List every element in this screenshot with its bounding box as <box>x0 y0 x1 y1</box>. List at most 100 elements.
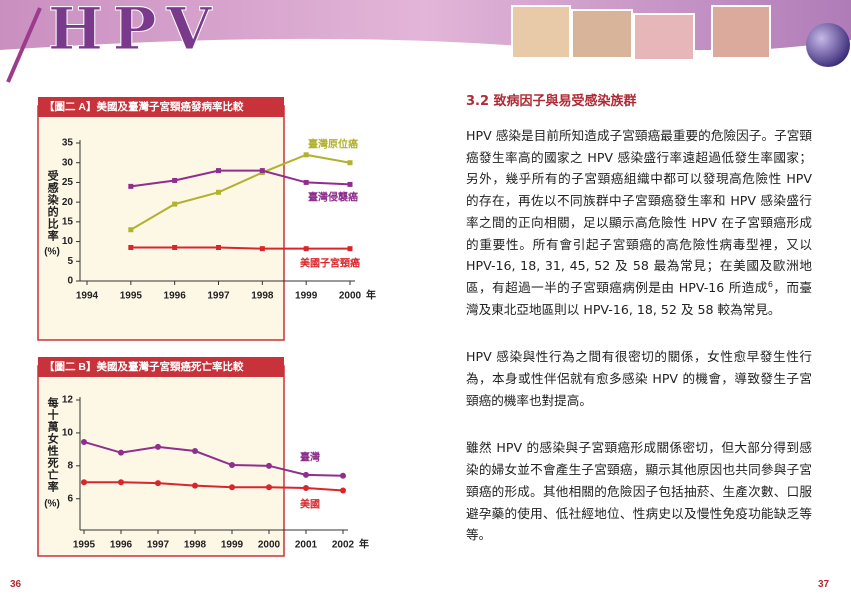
text-column: 3.2 致病因子與易受感染族群 HPV 感染是目前所知造成子宮頸癌最重要的危險因… <box>466 92 812 572</box>
x-unit: 年 <box>359 538 369 551</box>
chart-title-tab <box>38 97 284 117</box>
marker <box>347 160 353 166</box>
page-number: 36 <box>10 579 22 590</box>
page-number: 37 <box>818 579 830 590</box>
y-tick-label: 15 <box>62 216 74 227</box>
series-line <box>83 441 344 477</box>
y-tick-label: 8 <box>67 460 73 471</box>
marker <box>266 484 272 491</box>
series-line <box>84 481 344 492</box>
marker <box>81 479 87 486</box>
x-tick-label: 1996 <box>110 540 133 551</box>
y-tick-label: 10 <box>62 428 74 439</box>
photo <box>571 9 633 59</box>
marker <box>340 487 346 494</box>
y-axis-label: 受感染的比率 <box>46 169 59 242</box>
x-tick-label: 2000 <box>258 540 281 551</box>
series-label: 臺灣原位癌 <box>308 138 358 151</box>
marker <box>229 484 235 491</box>
marker <box>172 244 178 250</box>
x-tick-label: 1995 <box>73 540 96 551</box>
x-tick-label: 2002 <box>332 540 355 551</box>
y-tick-label: 10 <box>62 236 74 247</box>
series-label: 美國子宮頸癌 <box>300 257 360 270</box>
marker <box>347 246 353 252</box>
y-axis-unit: (%) <box>44 247 60 258</box>
marker <box>118 449 124 456</box>
marker <box>128 244 134 250</box>
series-line <box>130 246 350 250</box>
marker <box>259 246 265 252</box>
y-tick-label: 30 <box>62 157 74 168</box>
marker <box>340 472 346 479</box>
marker <box>155 480 161 487</box>
marker <box>81 438 87 445</box>
paragraph: HPV 感染是目前所知造成子宮頸癌最重要的危險因子。子宮頸癌發生率高的國家之 H… <box>466 125 812 320</box>
chart-frame <box>37 365 285 557</box>
x-tick-label: 1997 <box>147 540 170 551</box>
x-tick-label: 2001 <box>295 540 318 551</box>
marker <box>303 246 309 252</box>
x-tick-label: 1997 <box>207 291 230 302</box>
chart-title-tab <box>38 357 284 377</box>
marker <box>192 448 198 455</box>
marker <box>128 183 134 189</box>
x-unit: 年 <box>366 289 376 302</box>
marker <box>155 443 161 450</box>
paragraph-text: ，而臺灣及東北亞地區則以 HPV-16, 18, 52 及 58 較為常見。 <box>466 279 812 317</box>
y-tick-label: 25 <box>62 177 74 188</box>
marker <box>216 189 221 195</box>
logo: HPV <box>48 0 221 63</box>
reference: 6 <box>767 279 773 289</box>
marker <box>303 471 309 478</box>
marker <box>303 485 309 492</box>
paragraph-text: HPV 感染是目前所知造成子宮頸癌最重要的危險因子。子宮頸癌發生率高的國家之 H… <box>466 128 812 295</box>
x-tick-label: 1999 <box>295 291 318 302</box>
x-tick-label: 1998 <box>251 291 274 302</box>
chart-title: 【圖二 B】美國及臺灣子宮頸癌死亡率比較 <box>44 360 244 373</box>
virus-ball <box>806 23 850 67</box>
y-axis-label: 每十萬女性死亡率 <box>46 396 59 493</box>
x-tick-label: 1998 <box>184 540 207 551</box>
marker <box>128 227 134 233</box>
y-axis-unit: (%) <box>44 499 60 510</box>
y-tick-label: 12 <box>62 395 74 406</box>
marker <box>118 479 124 486</box>
y-tick-label: 20 <box>62 197 74 208</box>
marker <box>303 152 309 158</box>
y-tick-label: 35 <box>62 138 74 149</box>
y-tick-label: 0 <box>67 276 73 287</box>
series-line <box>130 169 351 188</box>
marker <box>347 181 353 187</box>
chart-title: 【圖二 A】美國及臺灣子宮頸癌發病率比較 <box>44 100 244 113</box>
needle <box>6 7 42 83</box>
y-tick-label: 5 <box>67 256 73 267</box>
marker <box>172 201 178 207</box>
header-swoosh <box>0 38 851 75</box>
series-label: 臺灣 <box>300 451 320 464</box>
marker <box>303 179 309 185</box>
series-label: 臺灣侵襲癌 <box>308 191 358 204</box>
chart-frame <box>37 105 285 341</box>
photo <box>711 5 771 59</box>
x-tick-label: 1994 <box>76 291 99 302</box>
paragraph: 雖然 HPV 的感染與子宮頸癌形成關係密切，但大部分得到感染的婦女並不會產生子宮… <box>466 440 812 543</box>
marker <box>229 462 235 468</box>
marker <box>216 168 221 174</box>
x-tick-label: 1999 <box>221 540 244 551</box>
series-label: 美國 <box>300 498 320 511</box>
x-tick-label: 1996 <box>164 291 187 302</box>
paragraph: HPV 感染與性行為之間有很密切的關係，女性愈早發生性行為，本身或性伴侶就有愈多… <box>466 349 812 408</box>
section-title: 3.2 致病因子與易受感染族群 <box>466 94 637 109</box>
marker <box>216 244 221 250</box>
photo <box>633 13 695 61</box>
marker <box>259 168 265 174</box>
x-tick-label: 2000 <box>339 291 362 302</box>
marker <box>266 462 272 469</box>
x-tick-label: 1995 <box>120 291 143 302</box>
marker <box>172 177 178 183</box>
series-line <box>130 153 351 231</box>
y-tick-label: 6 <box>67 493 73 504</box>
